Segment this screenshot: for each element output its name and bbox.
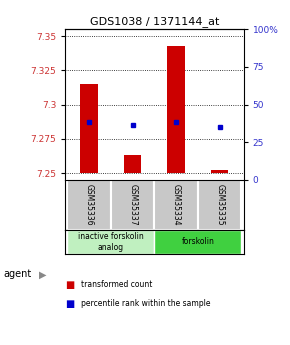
Text: GSM35336: GSM35336 [85,184,94,226]
Text: transformed count: transformed count [81,280,153,289]
Text: inactive forskolin
analog: inactive forskolin analog [78,232,144,252]
Text: ▶: ▶ [39,269,47,279]
Bar [198,180,241,230]
Bar [168,46,185,173]
Bar [124,155,142,173]
Bar [68,180,111,230]
Text: forskolin: forskolin [182,237,214,246]
Text: agent: agent [3,269,31,279]
Text: GSM35335: GSM35335 [215,184,224,226]
Text: ■: ■ [65,299,75,308]
Title: GDS1038 / 1371144_at: GDS1038 / 1371144_at [90,16,219,27]
Bar [155,180,198,230]
Bar [111,180,155,230]
Bar [68,230,155,254]
Bar [155,230,241,254]
Text: GSM35334: GSM35334 [172,184,181,226]
Text: ■: ■ [65,280,75,289]
Bar [81,84,98,173]
Text: GSM35337: GSM35337 [128,184,137,226]
Text: percentile rank within the sample: percentile rank within the sample [81,299,211,308]
Bar [211,170,229,173]
